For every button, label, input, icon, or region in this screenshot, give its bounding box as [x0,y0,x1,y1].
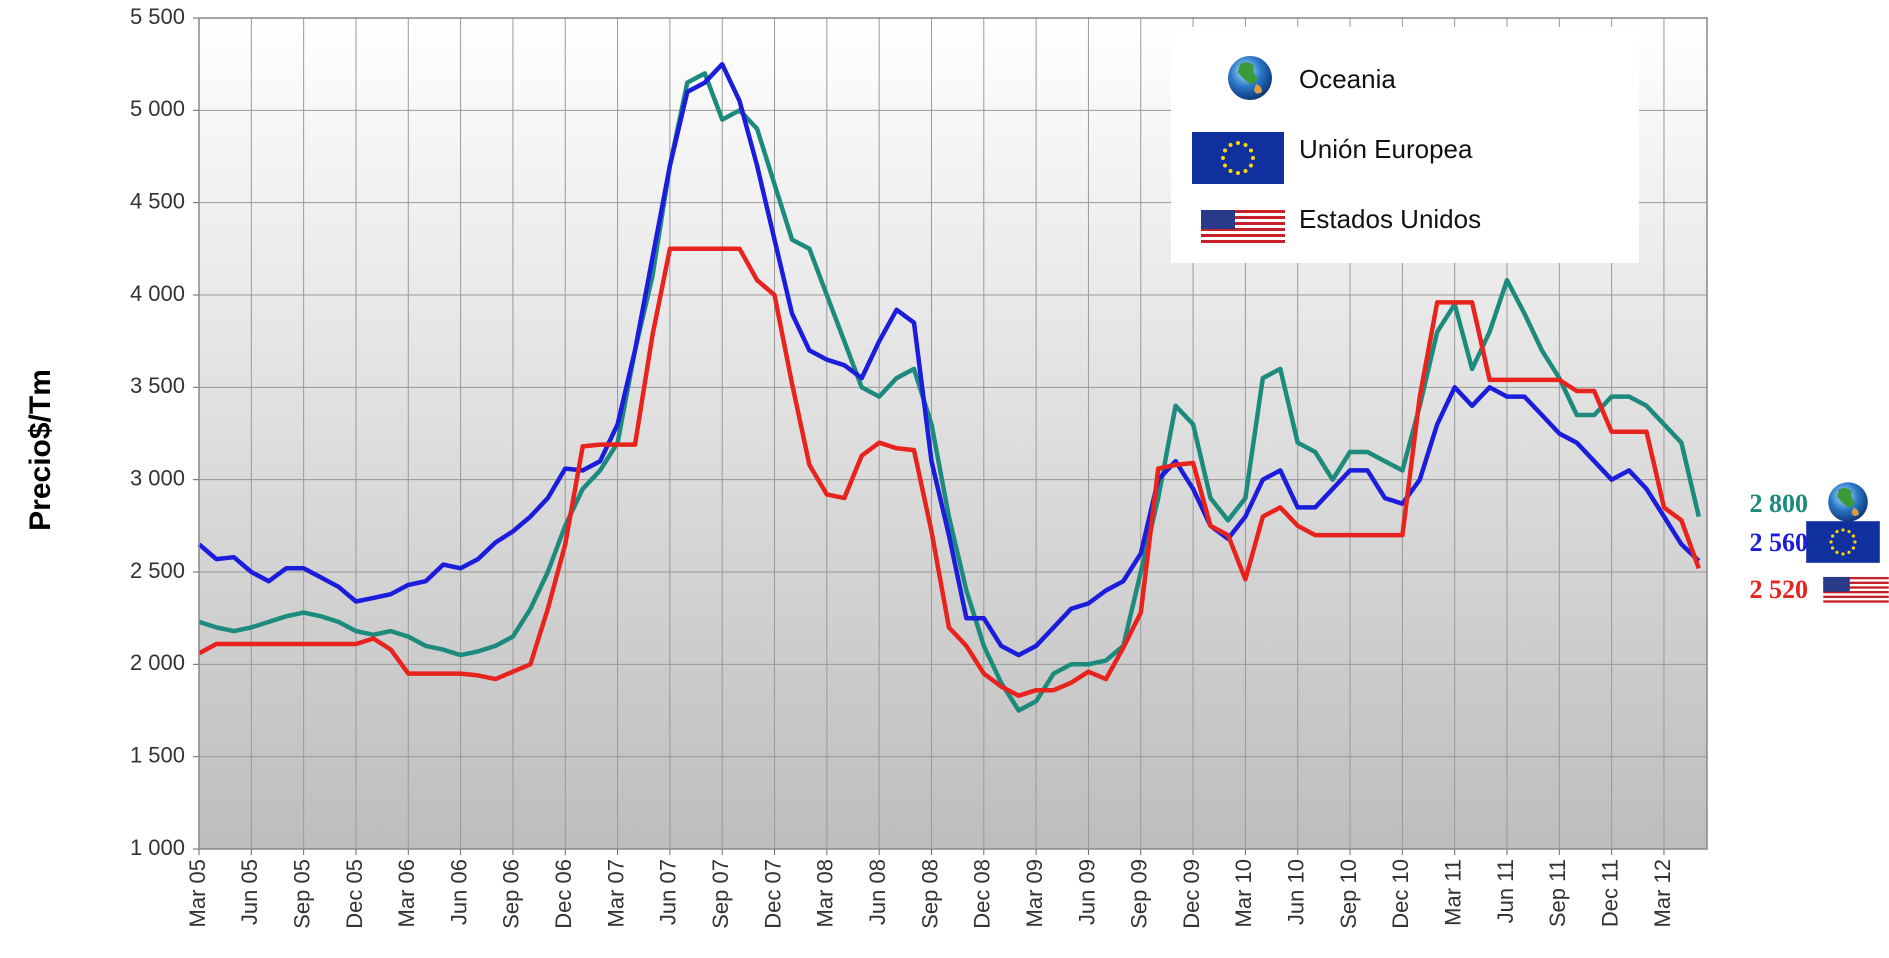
plot-frame [198,17,1708,850]
x-tick-label: Jun 11 [1493,859,1518,923]
legend-label: Oceania [1299,64,1396,94]
x-tick-label: Dec 08 [970,859,995,929]
x-tick-label: Mar 09 [1022,859,1047,927]
legend-label: Estados Unidos [1299,204,1481,234]
x-tick-label: Sep 07 [708,859,733,929]
legend-icon [1192,132,1284,184]
x-tick-label: Dec 10 [1388,859,1413,929]
y-tick-label: 2 000 [130,650,185,675]
x-tick-label: Sep 10 [1336,859,1361,929]
x-tick-label: Jun 06 [446,859,471,925]
x-tick-label: Sep 06 [499,859,524,929]
y-tick-label: 1 000 [130,835,185,860]
x-tick-label: Jun 05 [237,859,262,925]
series-line [198,71,1701,713]
y-tick-label: 5 500 [130,4,185,29]
y-tick-label: 3 500 [130,373,185,398]
y-tick-label: 4 500 [130,188,185,213]
x-tick-label: Mar 08 [813,859,838,927]
x-tick-label: Sep 11 [1545,859,1570,927]
x-tick-label: Mar 05 [185,859,210,927]
series-line [197,61,1701,658]
x-tick-label: Jun 08 [865,859,890,925]
x-tick-label: Mar 07 [603,859,628,927]
y-axis-label: Precio$/Tm [24,369,57,531]
end-label: 2 560 [1750,528,1809,557]
end-icon [1806,521,1880,563]
y-tick-label: 5 000 [130,96,185,121]
x-tick-label: Dec 07 [760,859,785,929]
end-icon [1823,576,1889,606]
y-tick-label: 2 500 [130,558,185,583]
x-tick-label: Jun 10 [1284,859,1309,925]
x-tick-label: Mar 12 [1650,859,1675,927]
x-tick-label: Mar 10 [1231,859,1256,927]
x-tick-label: Dec 05 [342,859,367,929]
legend-icon [1228,56,1272,100]
lines [197,61,1701,713]
end-icons [1806,482,1889,606]
x-tick-label: Sep 05 [289,859,314,929]
legend: Oceania Unión Europea Estados Unidos [1171,27,1639,263]
legend-label: Unión Europea [1299,134,1473,164]
x-tick-label: Mar 11 [1440,859,1465,926]
y-tick-label: 3 000 [130,465,185,490]
end-label: 2 800 [1750,489,1809,518]
y-tick-label: 1 500 [130,742,185,767]
end-label: 2 520 [1750,575,1809,604]
x-tick-label: Dec 09 [1179,859,1204,929]
x-tick-label: Sep 08 [917,859,942,929]
x-tick-label: Jun 07 [656,859,681,925]
x-tick-label: Mar 06 [394,859,419,927]
y-tick-label: 4 000 [130,281,185,306]
series-line [197,246,1701,698]
legend-icon [1201,210,1285,246]
x-tick-label: Dec 06 [551,859,576,929]
x-tick-label: Dec 11 [1597,859,1622,927]
x-tick-label: Jun 09 [1074,859,1099,925]
end-icon [1828,482,1868,522]
x-tick-label: Sep 09 [1127,859,1152,929]
